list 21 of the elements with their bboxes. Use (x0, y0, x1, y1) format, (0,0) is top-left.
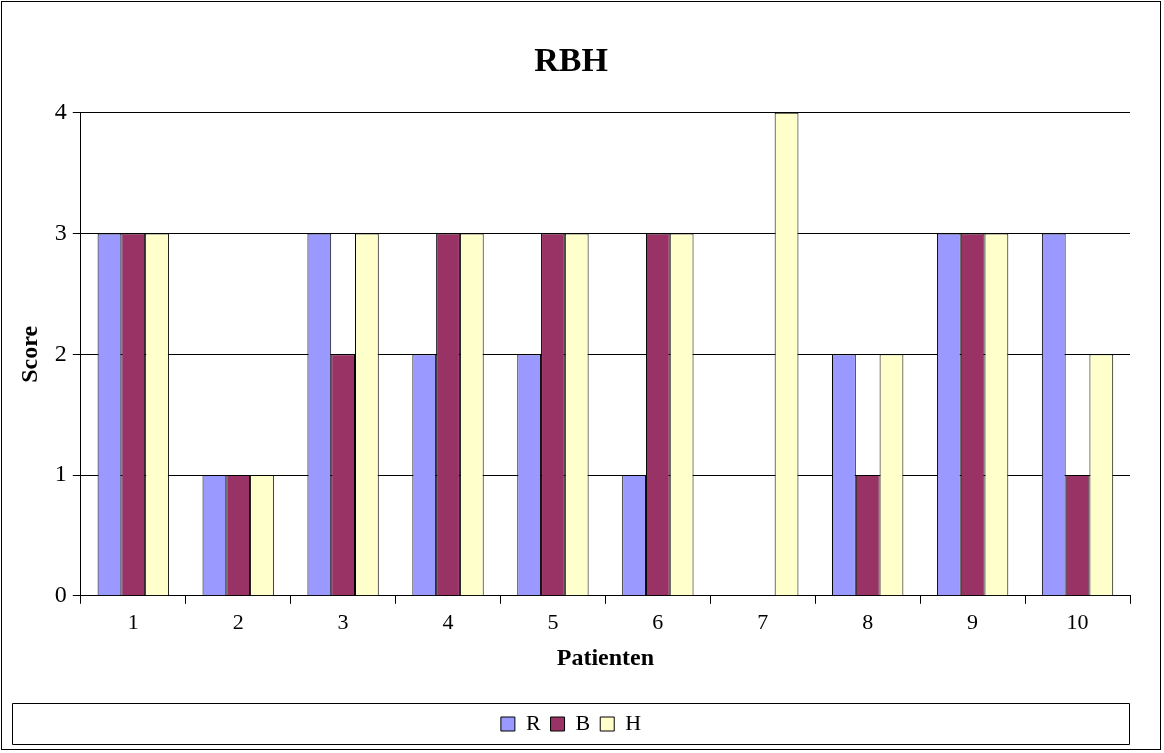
legend-label: H (625, 709, 642, 735)
y-tick-label: 4 (54, 98, 67, 125)
x-axis-title: Patienten (556, 643, 655, 670)
x-tick-label: 5 (547, 608, 559, 634)
chart-title: RBH (534, 41, 608, 79)
x-tick-label: 7 (757, 608, 769, 634)
y-tick-label: 1 (54, 460, 67, 487)
x-tick-label: 1 (127, 608, 139, 634)
x-tick-label: 4 (442, 608, 454, 634)
x-tick-label: 9 (967, 608, 979, 634)
y-tick-label: 2 (54, 339, 67, 366)
legend-label: B (575, 709, 591, 735)
x-tick-label: 6 (652, 608, 664, 634)
x-tick-label: 3 (337, 608, 349, 634)
legend-label: R (525, 709, 541, 735)
y-tick-label: 3 (54, 218, 67, 245)
y-tick-label: 0 (54, 581, 67, 608)
x-tick-label: 2 (232, 608, 244, 634)
x-tick-label: 8 (862, 608, 874, 634)
x-tick-label: 10 (1066, 608, 1089, 634)
y-axis-title: Score (15, 325, 42, 383)
